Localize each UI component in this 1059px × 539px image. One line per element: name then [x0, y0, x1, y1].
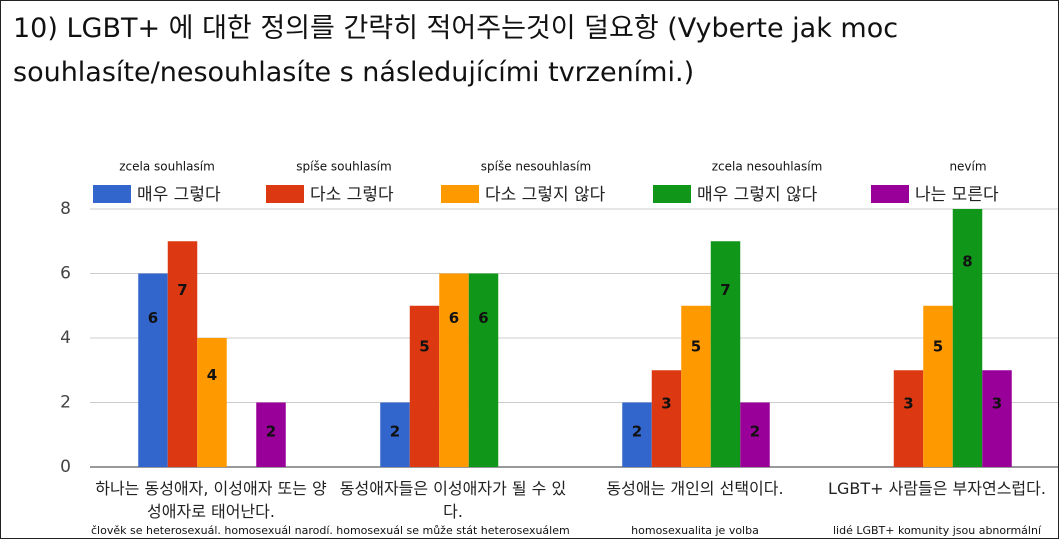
legend-label: 매우 그렇지 않다 — [697, 185, 818, 205]
legend-label: 매우 그렇다 — [137, 185, 221, 205]
bar — [380, 402, 410, 467]
x-tick-label: LGBT+ 사람들은 부자연스럽다. — [828, 479, 1046, 498]
data-label: 5 — [419, 338, 429, 356]
bar — [197, 338, 227, 467]
legend-note: spíše nesouhlasím — [481, 160, 591, 174]
data-label: 2 — [266, 423, 276, 441]
data-label: 6 — [478, 309, 488, 327]
legend-label: 다소 그렇다 — [310, 185, 394, 205]
bar — [893, 370, 924, 467]
bar — [982, 370, 1012, 467]
y-tick-label: 8 — [60, 199, 71, 219]
legend-label: 나는 모른다 — [915, 185, 999, 205]
data-label: 2 — [632, 423, 642, 441]
data-label: 2 — [390, 423, 400, 441]
data-label: 7 — [720, 281, 730, 299]
legend-note: nevím — [949, 160, 986, 174]
y-tick-label: 4 — [60, 328, 71, 348]
bar — [923, 305, 953, 467]
bar — [651, 370, 682, 467]
legend-swatch — [871, 185, 909, 203]
data-label: 5 — [933, 338, 943, 356]
data-label: 3 — [903, 394, 913, 412]
data-label: 5 — [691, 338, 701, 356]
category-note: lidé LGBT+ komunity jsou abnormální — [832, 524, 1041, 537]
legend-swatch — [266, 185, 304, 203]
data-label: 4 — [207, 366, 217, 384]
bar — [622, 402, 652, 467]
bar — [409, 305, 440, 467]
bar — [167, 241, 198, 467]
data-label: 3 — [992, 394, 1002, 412]
data-label: 6 — [148, 309, 158, 327]
y-tick-label: 2 — [60, 393, 71, 413]
bar — [256, 402, 286, 467]
y-tick-label: 0 — [60, 457, 71, 477]
legend-label: 다소 그렇지 않다 — [485, 185, 606, 205]
bar — [439, 273, 469, 467]
data-label: 7 — [177, 281, 187, 299]
bar — [468, 273, 499, 467]
legend-swatch — [653, 185, 691, 203]
category-note: homosexuál se může stát heterosexuálem — [336, 524, 570, 537]
legend-note: zcela souhlasím — [119, 160, 215, 174]
bar — [681, 305, 711, 467]
bar — [952, 209, 983, 467]
data-label: 6 — [449, 309, 459, 327]
category-note: homosexualita je volba — [631, 524, 759, 537]
legend-swatch — [93, 185, 131, 203]
bar — [740, 402, 770, 467]
chart-title: 10) LGBT+ 에 대한 정의를 간략히 적어주는것이 덜요항 (Vyber… — [13, 13, 899, 88]
data-label: 8 — [962, 252, 972, 270]
category-note: člověk se heterosexuál. homosexuál narod… — [91, 524, 333, 537]
x-tick-label: 동성애자들은 이성애자가 될 수 있다. — [339, 479, 567, 521]
data-label: 2 — [750, 423, 760, 441]
bar — [138, 273, 168, 467]
y-tick-label: 6 — [60, 264, 71, 284]
x-tick-label: 하나는 동성애자, 이성애자 또는 양성애자로 태어난다. — [95, 479, 327, 521]
x-tick-label: 동성애는 개인의 선택이다. — [606, 479, 784, 498]
legend-note: spíše souhlasím — [296, 160, 391, 174]
legend-note: zcela nesouhlasím — [712, 160, 823, 174]
legend-swatch — [441, 185, 479, 203]
bar — [710, 241, 741, 467]
data-label: 3 — [661, 394, 671, 412]
